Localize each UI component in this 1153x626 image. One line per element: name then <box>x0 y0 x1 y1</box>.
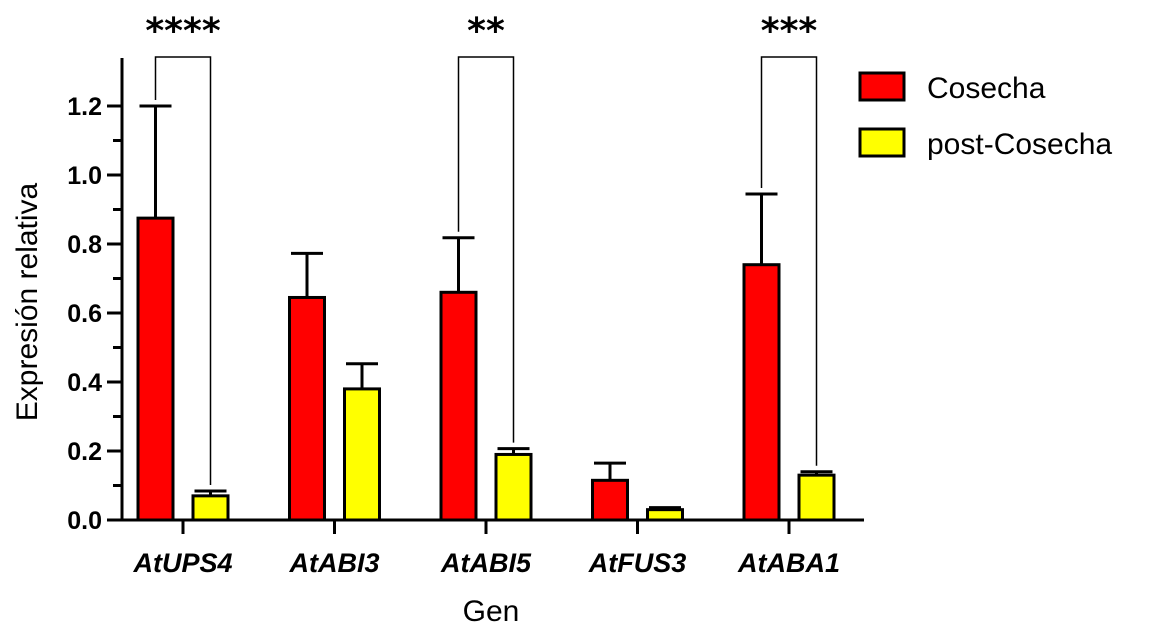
significance-label: *** <box>761 11 818 52</box>
chart-bars <box>136 104 836 522</box>
x-tick-label: AtABI3 <box>288 548 379 578</box>
y-tick-label: 0.6 <box>67 300 102 328</box>
bar <box>191 494 230 522</box>
x-tick-label: AtFUS3 <box>588 548 687 578</box>
y-tick-label: 0.0 <box>67 507 102 535</box>
x-tick-label: AtUPS4 <box>132 548 232 578</box>
bar <box>288 295 326 522</box>
y-axis-title: Expresión relativa <box>11 182 44 421</box>
chart-axes: 0.0 0.2 0.4 0.6 0.8 1.0 1.2 AtUPS4 AtABI3 AtABI5 A… <box>67 58 864 578</box>
bar <box>591 478 629 522</box>
bar <box>797 473 836 522</box>
significance-annotations: **** ** *** <box>145 11 818 486</box>
significance-bracket <box>457 56 515 443</box>
legend-swatch <box>858 71 906 102</box>
bar <box>646 508 684 522</box>
y-tick-label: 1.0 <box>67 162 102 190</box>
significance-label: ** <box>467 11 505 52</box>
y-tick-label: 0.4 <box>67 369 102 397</box>
x-tick-label: AtABI5 <box>440 548 532 578</box>
y-tick-label: 0.2 <box>67 438 102 466</box>
bar <box>343 387 381 522</box>
legend-label: Cosecha <box>927 72 1046 105</box>
significance-bracket <box>154 56 212 486</box>
significance-bracket <box>760 56 818 466</box>
legend-swatch <box>858 127 906 158</box>
y-tick-label: 0.8 <box>67 231 102 259</box>
legend-label: post-Cosecha <box>927 128 1112 161</box>
significance-label: **** <box>145 11 220 52</box>
bar <box>136 216 175 522</box>
bar <box>494 452 533 522</box>
x-tick-label: AtABA1 <box>737 548 840 578</box>
x-axis-title: Gen <box>463 595 520 626</box>
chart-legend: Cosecha post-Cosecha <box>858 71 1112 161</box>
bar <box>439 290 478 522</box>
bar <box>742 263 781 522</box>
y-tick-label: 1.2 <box>67 93 102 121</box>
